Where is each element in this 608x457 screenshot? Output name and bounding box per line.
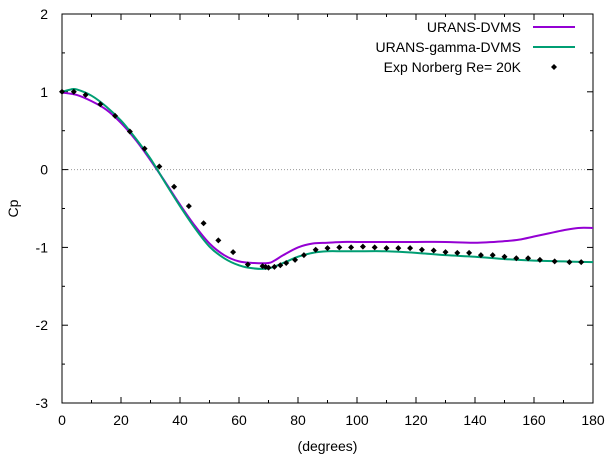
data-point-exp-norberg-re-20k bbox=[578, 259, 585, 266]
data-point-exp-norberg-re-20k bbox=[489, 252, 496, 259]
legend-swatch-exp-norberg-re-20k bbox=[551, 64, 557, 70]
x-tick-label: 20 bbox=[113, 412, 129, 428]
y-tick-label: 0 bbox=[40, 162, 48, 178]
data-point-exp-norberg-re-20k bbox=[59, 88, 65, 95]
data-point-exp-norberg-re-20k bbox=[185, 203, 192, 210]
data-point-exp-norberg-re-20k bbox=[82, 91, 89, 98]
series-layer bbox=[59, 87, 594, 271]
series-line-urans-gamma-dvms bbox=[61, 87, 594, 270]
data-point-exp-norberg-re-20k bbox=[271, 263, 278, 270]
data-point-exp-norberg-re-20k bbox=[300, 252, 307, 259]
data-point-exp-norberg-re-20k bbox=[265, 264, 272, 271]
x-axis-label: (degrees) bbox=[298, 438, 358, 454]
data-point-exp-norberg-re-20k bbox=[407, 245, 414, 252]
y-tick-label: 2 bbox=[40, 6, 48, 22]
legend: URANS-DVMS URANS-gamma-DVMS Exp Norberg Re… bbox=[376, 19, 575, 75]
series-line-urans-dvms bbox=[61, 91, 594, 265]
x-tick-label: 140 bbox=[463, 412, 487, 428]
data-point-exp-norberg-re-20k bbox=[312, 246, 319, 253]
x-tick-label: 120 bbox=[404, 412, 428, 428]
data-point-exp-norberg-re-20k bbox=[156, 163, 163, 170]
y-tick-label: -3 bbox=[36, 395, 49, 411]
data-point-exp-norberg-re-20k bbox=[513, 255, 520, 262]
data-point-exp-norberg-re-20k bbox=[277, 262, 284, 269]
data-point-exp-norberg-re-20k bbox=[418, 246, 425, 253]
x-tick-label: 40 bbox=[172, 412, 188, 428]
axes-layer: 0 20 40 60 80 100 120 140 160 180 -3 -2 -1 0 1 2 bbox=[36, 6, 605, 428]
data-point-exp-norberg-re-20k bbox=[112, 112, 119, 119]
data-point-exp-norberg-re-20k bbox=[126, 128, 133, 135]
data-point-exp-norberg-re-20k bbox=[141, 145, 148, 152]
data-point-exp-norberg-re-20k bbox=[536, 256, 543, 263]
data-point-exp-norberg-re-20k bbox=[359, 243, 366, 250]
data-point-exp-norberg-re-20k bbox=[454, 249, 461, 256]
data-point-exp-norberg-re-20k bbox=[171, 183, 178, 190]
data-point-exp-norberg-re-20k bbox=[442, 249, 449, 256]
x-tick-label: 0 bbox=[58, 412, 66, 428]
x-tick-label: 60 bbox=[231, 412, 247, 428]
data-point-exp-norberg-re-20k bbox=[395, 245, 402, 252]
data-point-exp-norberg-re-20k bbox=[97, 101, 104, 108]
data-point-exp-norberg-re-20k bbox=[324, 245, 331, 252]
data-point-exp-norberg-re-20k bbox=[348, 244, 355, 251]
x-tick-label: 180 bbox=[581, 412, 605, 428]
x-tick-label: 80 bbox=[290, 412, 306, 428]
data-point-exp-norberg-re-20k bbox=[466, 249, 473, 256]
data-point-exp-norberg-re-20k bbox=[566, 259, 573, 266]
data-point-exp-norberg-re-20k bbox=[215, 237, 222, 244]
data-point-exp-norberg-re-20k bbox=[525, 255, 532, 262]
data-point-exp-norberg-re-20k bbox=[371, 244, 378, 251]
data-point-exp-norberg-re-20k bbox=[230, 249, 237, 256]
data-point-exp-norberg-re-20k bbox=[283, 259, 290, 266]
data-point-exp-norberg-re-20k bbox=[501, 253, 508, 260]
legend-label-urans-dvms: URANS-DVMS bbox=[427, 19, 521, 35]
data-point-exp-norberg-re-20k bbox=[477, 252, 484, 259]
legend-label-exp-norberg-re-20k: Exp Norberg Re= 20K bbox=[384, 59, 522, 75]
data-point-exp-norberg-re-20k bbox=[336, 244, 343, 251]
legend-label-urans-gamma-dvms: URANS-gamma-DVMS bbox=[376, 39, 521, 55]
data-point-exp-norberg-re-20k bbox=[383, 245, 390, 252]
data-point-exp-norberg-re-20k bbox=[551, 258, 558, 265]
data-point-exp-norberg-re-20k bbox=[244, 261, 251, 268]
data-point-exp-norberg-re-20k bbox=[200, 220, 207, 227]
data-point-exp-norberg-re-20k bbox=[292, 256, 299, 263]
y-axis-label: Cp bbox=[5, 199, 21, 217]
x-tick-label: 100 bbox=[345, 412, 369, 428]
data-point-exp-norberg-re-20k bbox=[70, 88, 77, 95]
y-tick-label: -2 bbox=[36, 317, 49, 333]
data-point-exp-norberg-re-20k bbox=[430, 247, 437, 254]
x-tick-label: 160 bbox=[522, 412, 546, 428]
y-tick-label: -1 bbox=[36, 239, 49, 255]
y-tick-label: 1 bbox=[40, 84, 48, 100]
